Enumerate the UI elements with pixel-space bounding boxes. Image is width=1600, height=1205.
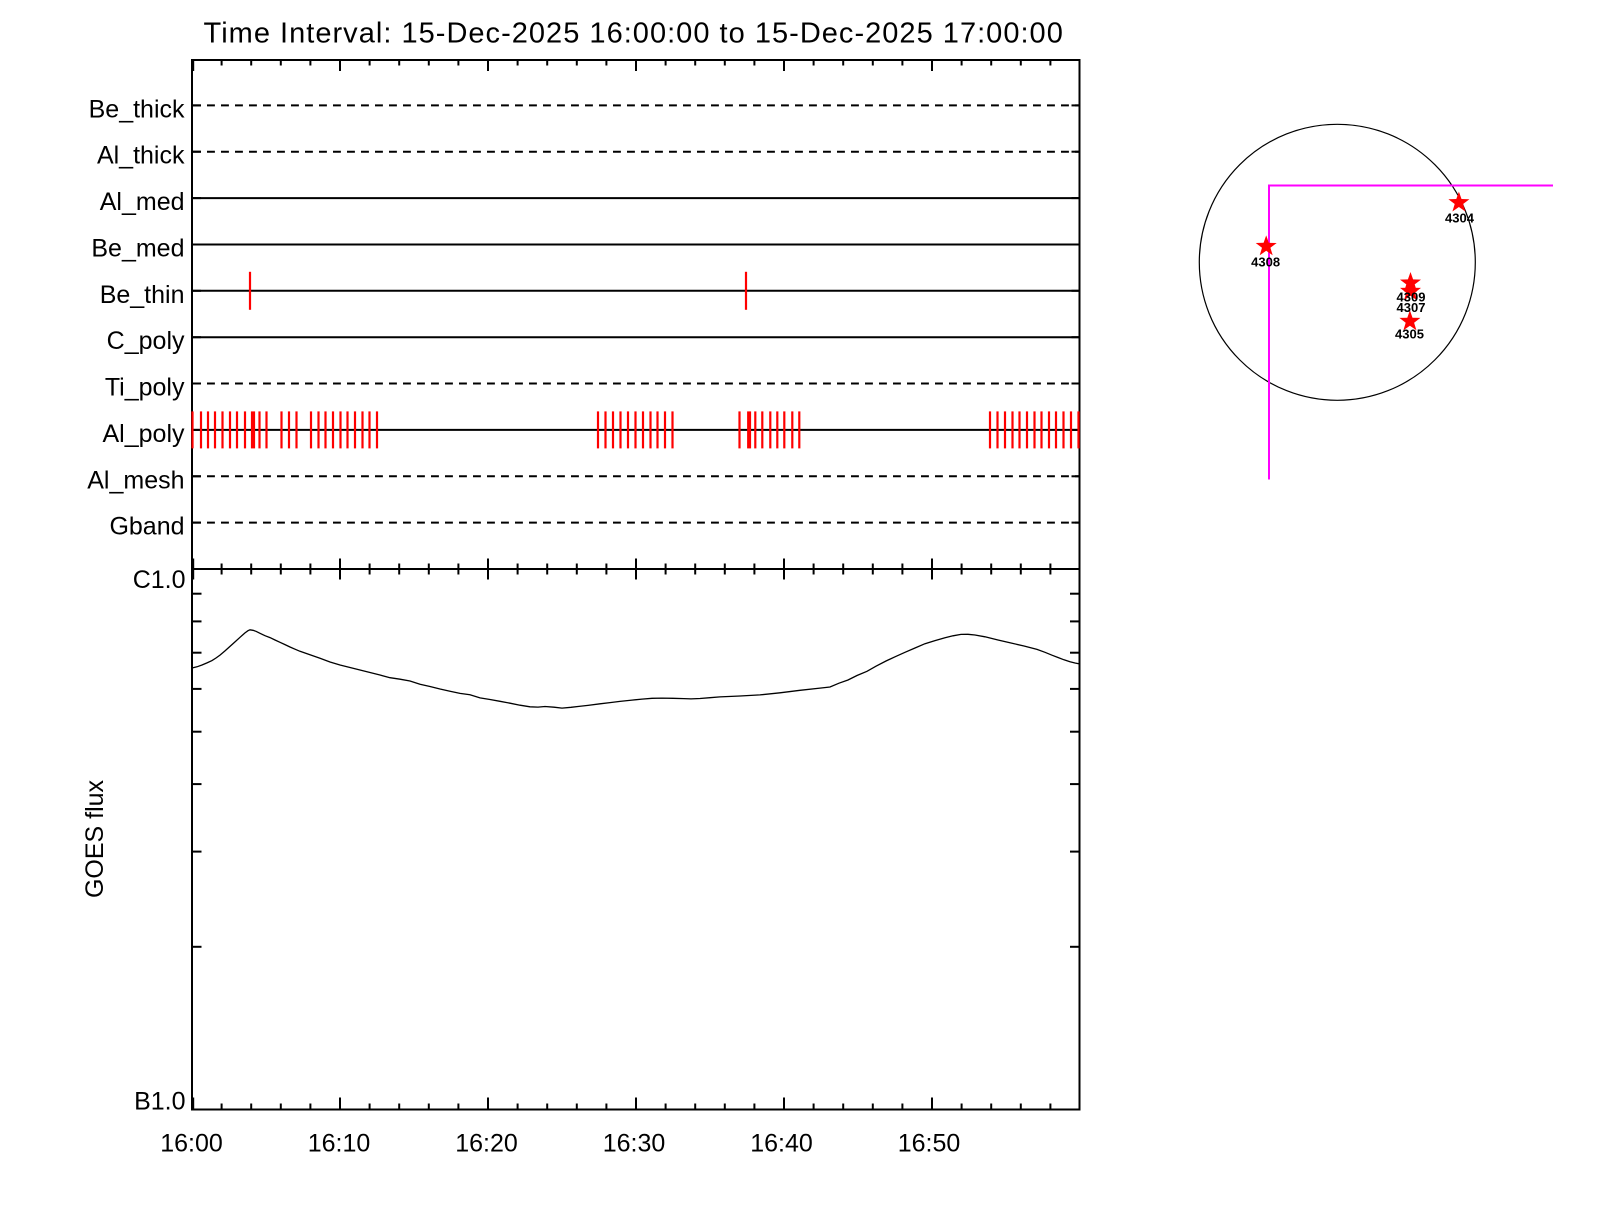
svg-text:C1.0: C1.0 — [133, 566, 186, 594]
svg-text:16:00: 16:00 — [160, 1130, 223, 1158]
svg-text:Al_med: Al_med — [100, 188, 185, 216]
svg-text:4309: 4309 — [1397, 290, 1426, 305]
svg-text:4305: 4305 — [1395, 326, 1424, 341]
svg-text:4307: 4307 — [1397, 300, 1426, 315]
svg-text:Al_thick: Al_thick — [97, 142, 185, 170]
svg-text:16:40: 16:40 — [750, 1130, 813, 1158]
svg-text:Ti_poly: Ti_poly — [105, 374, 185, 402]
svg-text:GOES flux: GOES flux — [81, 779, 109, 898]
svg-text:Be_thin: Be_thin — [100, 281, 185, 309]
svg-text:4304: 4304 — [1445, 210, 1475, 225]
svg-text:Time Interval: 15-Dec-2025 16:: Time Interval: 15-Dec-2025 16:00:00 to 1… — [204, 18, 1064, 50]
svg-text:16:20: 16:20 — [455, 1130, 518, 1158]
svg-text:Gband: Gband — [109, 513, 184, 541]
svg-text:C_poly: C_poly — [107, 327, 185, 355]
svg-text:16:50: 16:50 — [898, 1130, 961, 1158]
svg-text:B1.0: B1.0 — [134, 1088, 185, 1116]
svg-text:Al_mesh: Al_mesh — [87, 466, 184, 494]
svg-text:16:30: 16:30 — [603, 1130, 666, 1158]
svg-text:Be_thick: Be_thick — [89, 95, 185, 123]
svg-text:4308: 4308 — [1251, 254, 1280, 269]
svg-text:16:10: 16:10 — [308, 1130, 371, 1158]
svg-text:Al_poly: Al_poly — [103, 420, 185, 448]
svg-text:Be_med: Be_med — [91, 235, 184, 263]
